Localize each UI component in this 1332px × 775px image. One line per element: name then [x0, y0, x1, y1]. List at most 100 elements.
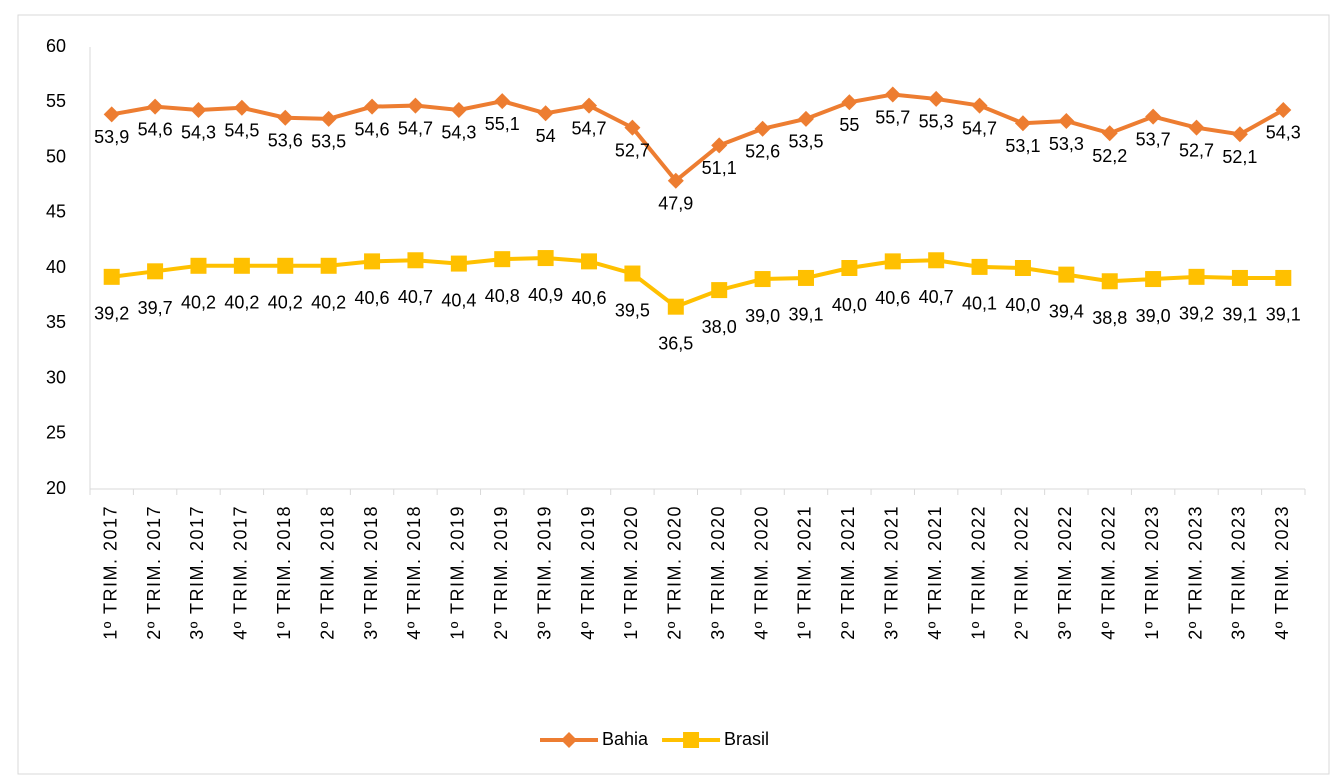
- data-label: 40,7: [919, 287, 954, 307]
- point: [364, 253, 381, 270]
- point: [1275, 269, 1292, 286]
- point: [928, 90, 945, 107]
- x-tick-label: 3º TRIM. 2017: [187, 505, 207, 640]
- data-label: 39,2: [94, 304, 129, 324]
- x-tick-label: 1º TRIM. 2019: [448, 505, 468, 640]
- data-label: 54,6: [138, 119, 173, 139]
- point: [971, 258, 988, 275]
- x-tick-label: 3º TRIM. 2018: [361, 505, 381, 640]
- point: [1058, 113, 1075, 130]
- point: [450, 101, 467, 118]
- data-label: 40,0: [1005, 295, 1040, 315]
- point: [407, 97, 424, 114]
- x-tick-label: 3º TRIM. 2020: [708, 505, 728, 640]
- data-label: 40,4: [441, 290, 476, 310]
- data-label: 39,7: [138, 298, 173, 318]
- point: [884, 86, 901, 103]
- data-label: 53,1: [1005, 136, 1040, 156]
- point: [233, 257, 250, 274]
- data-label: 40,2: [224, 293, 259, 313]
- data-label: 54,7: [571, 118, 606, 138]
- data-label: 40,2: [311, 293, 346, 313]
- point: [1101, 125, 1118, 142]
- x-tick-label: 2º TRIM. 2021: [838, 505, 858, 640]
- point: [581, 97, 598, 114]
- data-label: 53,6: [268, 130, 303, 150]
- x-tick-label: 4º TRIM. 2020: [751, 505, 771, 640]
- data-label: 54,5: [224, 121, 259, 141]
- point: [537, 105, 554, 122]
- point: [667, 298, 684, 315]
- x-tick-label: 1º TRIM. 2023: [1142, 505, 1162, 640]
- y-tick-label: 35: [46, 312, 66, 332]
- point: [1231, 126, 1248, 143]
- data-label: 47,9: [658, 193, 693, 213]
- point: [407, 252, 424, 269]
- data-label: 40,7: [398, 287, 433, 307]
- point: [797, 269, 814, 286]
- point: [147, 263, 164, 280]
- x-tick-label: 4º TRIM. 2021: [925, 505, 945, 640]
- x-tick-label: 3º TRIM. 2023: [1229, 505, 1249, 640]
- data-label: 38,8: [1092, 308, 1127, 328]
- data-label: 54,3: [181, 123, 216, 143]
- data-label: 40,2: [268, 293, 303, 313]
- data-label: 39,1: [788, 305, 823, 325]
- data-label: 39,0: [1136, 306, 1171, 326]
- x-tick-label: 2º TRIM. 2018: [317, 505, 337, 640]
- point: [667, 172, 684, 189]
- data-label: 55: [839, 115, 859, 135]
- data-label: 39,1: [1222, 305, 1257, 325]
- data-label: 53,5: [311, 132, 346, 152]
- data-label: 52,7: [615, 140, 650, 160]
- x-tick-label: 2º TRIM. 2023: [1185, 505, 1205, 640]
- data-label: 39,0: [745, 306, 780, 326]
- x-tick-label: 2º TRIM. 2020: [665, 505, 685, 640]
- data-label: 55,1: [485, 114, 520, 134]
- x-tick-label: 4º TRIM. 2019: [578, 505, 598, 640]
- point: [103, 106, 120, 123]
- point: [364, 98, 381, 115]
- x-tick-label: 4º TRIM. 2018: [404, 505, 424, 640]
- point: [320, 110, 337, 127]
- point: [683, 732, 700, 748]
- point: [624, 265, 641, 282]
- x-tick-label: 4º TRIM. 2017: [231, 505, 251, 640]
- y-tick-label: 30: [46, 367, 66, 387]
- point: [971, 97, 988, 114]
- y-tick-label: 50: [46, 146, 66, 166]
- data-label: 40,9: [528, 285, 563, 305]
- point: [1058, 266, 1075, 283]
- point: [624, 119, 641, 136]
- x-tick-label: 1º TRIM. 2021: [795, 505, 815, 640]
- point: [190, 101, 207, 118]
- data-label: 53,5: [788, 132, 823, 152]
- data-label: 36,5: [658, 333, 693, 353]
- data-label: 52,2: [1092, 146, 1127, 166]
- point: [754, 120, 771, 137]
- data-label: 52,1: [1222, 147, 1257, 167]
- data-label: 54: [536, 126, 556, 146]
- point: [1014, 260, 1031, 276]
- point: [1145, 108, 1162, 125]
- data-label: 54,3: [441, 123, 476, 143]
- data-label: 53,3: [1049, 134, 1084, 154]
- data-label: 53,7: [1136, 129, 1171, 149]
- data-label: 40,6: [571, 288, 606, 308]
- point: [754, 271, 771, 288]
- data-label: 40,8: [485, 286, 520, 306]
- point: [928, 252, 945, 269]
- point: [320, 257, 337, 274]
- point: [581, 253, 598, 270]
- legend-label: Brasil: [724, 729, 769, 749]
- data-label: 52,7: [1179, 140, 1214, 160]
- point: [711, 137, 728, 154]
- series-line: [111, 92, 1285, 184]
- x-tick-label: 2º TRIM. 2019: [491, 505, 511, 640]
- point: [1145, 271, 1162, 288]
- x-tick-label: 1º TRIM. 2022: [968, 505, 988, 640]
- point: [1014, 115, 1031, 132]
- y-tick-label: 45: [46, 202, 66, 222]
- x-tick-label: 1º TRIM. 2018: [274, 505, 294, 640]
- x-tick-label: 4º TRIM. 2022: [1098, 505, 1118, 640]
